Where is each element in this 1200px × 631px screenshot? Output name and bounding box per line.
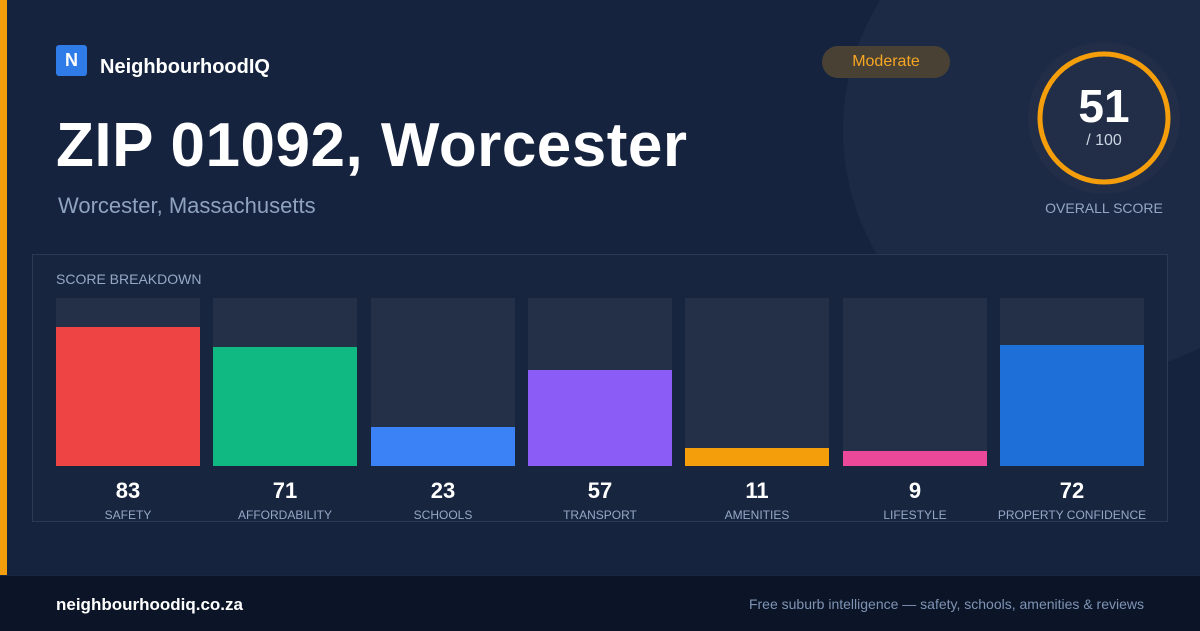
bar-category-label: SAFETY (104, 508, 152, 522)
bar-track (843, 298, 987, 466)
bar-category-label: LIFESTYLE (883, 508, 947, 522)
overall-score-max: / 100 (1086, 132, 1122, 149)
footer-site-link[interactable]: neighbourhoodiq.co.za (56, 595, 243, 614)
bar-value-label: 11 (745, 478, 769, 503)
accent-bar (0, 0, 7, 575)
bar-value-label: 57 (587, 478, 613, 503)
bar (528, 370, 672, 466)
share-card: N NeighbourhoodIQ Moderate ZIP 01092, Wo… (0, 0, 1180, 575)
rating-badge: Moderate (822, 46, 950, 78)
footer-tagline: Free suburb intelligence — safety, schoo… (748, 596, 1144, 612)
bar-value-label: 83 (115, 478, 141, 503)
overall-score-value: 51 (1078, 80, 1130, 132)
overall-score-gauge: 51 / 100 (1028, 42, 1180, 194)
bar-track (371, 298, 515, 466)
bar-value-label: 9 (908, 478, 922, 503)
bar-category-label: AFFORDABILITY (237, 508, 332, 522)
bar-category-label: TRANSPORT (563, 508, 637, 522)
bar (56, 327, 200, 466)
bar-track (213, 298, 357, 466)
location-subtitle: Worcester, Massachusetts (58, 193, 316, 218)
bar-track (685, 298, 829, 466)
bar-category-label: AMENITIES (724, 508, 790, 522)
brand-name: NeighbourhoodIQ (100, 56, 270, 78)
bar-track (1000, 298, 1144, 466)
bar-value-label: 23 (430, 478, 456, 503)
bar-track (56, 298, 200, 466)
bar-category-label: SCHOOLS (413, 508, 473, 522)
page-title: ZIP 01092, Worcester (56, 111, 688, 180)
footer: neighbourhoodiq.co.za Free suburb intell… (0, 575, 1200, 631)
bar (685, 448, 829, 466)
score-ring (1028, 42, 1180, 194)
overall-score-label: OVERALL SCORE (1045, 200, 1163, 216)
bar-track (528, 298, 672, 466)
bar-value-label: 71 (272, 478, 298, 503)
bar (1000, 345, 1144, 466)
score-breakdown-title: SCORE BREAKDOWN (56, 271, 202, 287)
bar (843, 451, 987, 466)
score-ring-arc (1037, 51, 1171, 185)
bar-value-label: 72 (1059, 478, 1085, 503)
bar-category-label: PROPERTY CONFIDENCE (997, 508, 1147, 522)
bar (371, 427, 515, 466)
brand-logo-icon: N (56, 45, 87, 76)
bar (213, 347, 357, 466)
